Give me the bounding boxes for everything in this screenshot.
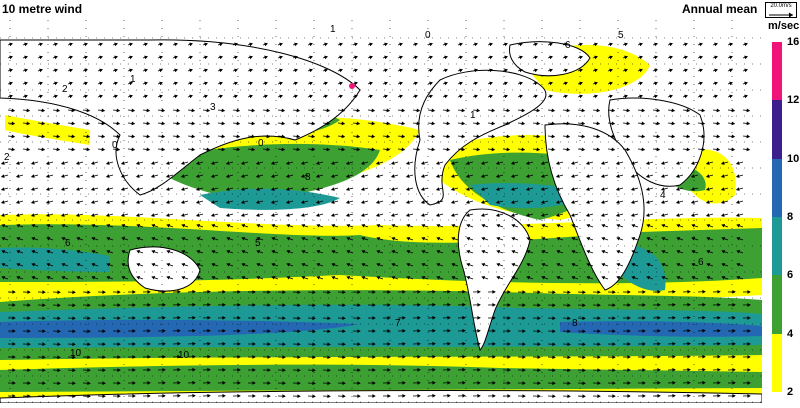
legend-tick-label: 16 [787,36,799,48]
legend-tick-label: 10 [787,153,799,165]
legend-swatch [772,217,782,275]
map-title: 10 metre wind [2,2,82,16]
reference-arrow-icon [769,12,795,18]
contour-label: 8 [305,172,311,183]
contour-label: 0 [112,140,118,151]
contour-label: 0 [258,138,264,149]
contour-label: 2 [62,84,68,95]
contour-label: 3 [210,102,216,113]
legend-swatch [772,42,782,100]
contour-label: 7 [395,318,401,329]
map-period: Annual mean [682,2,757,16]
contour-label: 4 [660,190,666,201]
legend-swatch [772,159,782,217]
contour-label: 2 [4,152,10,163]
legend-swatch [772,334,782,392]
contour-label: 0 [425,30,431,41]
contour-label: 6 [65,238,71,249]
legend-tick-label: 8 [787,211,793,223]
max-marker [349,83,355,89]
contour-label: 6 [698,257,704,268]
reference-vector-label: 20.0m/s [766,3,796,10]
contour-label: 5 [255,238,261,249]
contour-label: 10 [70,348,82,359]
legend-unit: m/sec [768,20,799,32]
contour-label: 8 [572,318,578,329]
legend-tick-label: 6 [787,269,793,281]
legend-swatch [772,100,782,158]
contour-label: 1 [330,24,336,35]
legend-tick-label: 12 [787,94,799,106]
legend-swatch [772,275,782,333]
reference-vector-box: 20.0m/s [765,2,797,18]
contour-label: 1 [470,110,476,121]
contour-label: 1 [130,74,136,85]
contour-label: 6 [565,40,571,51]
legend-tick-label: 2 [787,386,793,398]
contour-label: 5 [618,30,624,41]
legend-tick-label: 4 [787,328,793,340]
contour-label: 10 [178,350,190,361]
